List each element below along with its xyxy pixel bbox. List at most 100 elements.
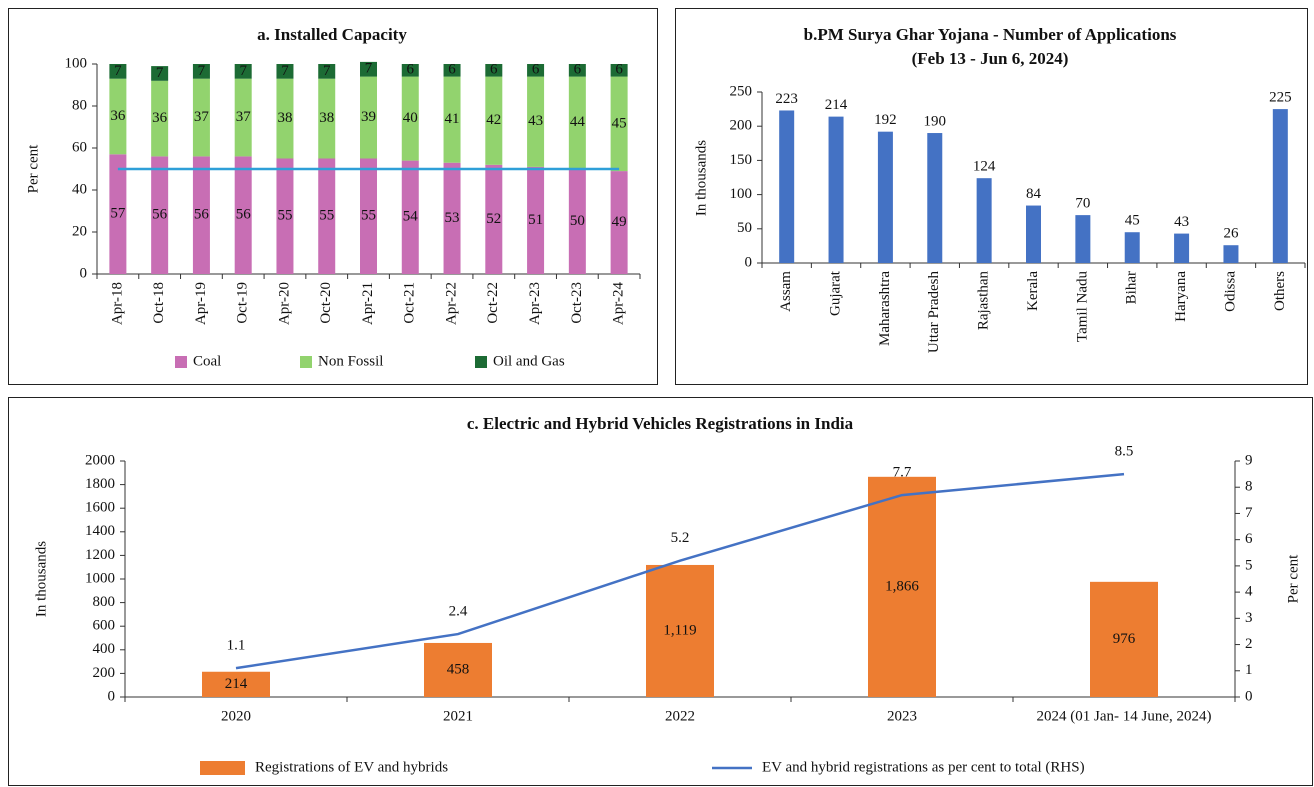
y-tick-label: 1000 (85, 570, 115, 586)
bar-segment (485, 164, 503, 274)
legend-swatch (200, 761, 245, 775)
bar (877, 131, 893, 263)
y-tick-label: 60 (72, 139, 87, 155)
bar-segment (234, 156, 252, 274)
y-tick-label: 200 (730, 118, 753, 134)
data-label: 7 (114, 63, 122, 79)
x-tick-label: Apr-18 (109, 282, 125, 325)
bar (1090, 581, 1158, 697)
data-label: 37 (236, 109, 252, 125)
x-tick-label: Others (1272, 271, 1288, 311)
bar (976, 178, 992, 263)
y-tick-label: 0 (745, 254, 753, 270)
data-label: 7 (365, 61, 373, 77)
data-label: 43 (1174, 214, 1189, 230)
y-tick-label: 7 (1245, 505, 1253, 521)
data-label: 124 (973, 159, 996, 175)
bar (868, 476, 936, 697)
data-label: 7 (156, 65, 164, 81)
data-label: 55 (361, 208, 376, 224)
bar-segment (527, 166, 545, 274)
bar-segment (276, 78, 294, 159)
bar (1075, 215, 1091, 263)
bar (779, 110, 795, 263)
x-tick-label: Oct-20 (318, 282, 334, 324)
legend-swatch (175, 356, 187, 368)
legend-swatch (475, 356, 487, 368)
data-label: 51 (528, 212, 543, 228)
bar-segment (443, 64, 461, 77)
x-tick-label: Apr-22 (443, 282, 459, 325)
y-tick-label: 80 (72, 97, 87, 113)
y-tick-label: 20 (72, 223, 87, 239)
x-tick-label: Assam (778, 271, 794, 312)
bar-segment (401, 76, 419, 161)
y-tick-label: 0 (1245, 688, 1253, 704)
y-tick-label: 250 (730, 83, 753, 99)
legend-label: Coal (193, 353, 221, 369)
legend-swatch (300, 356, 312, 368)
y-axis-label: Per cent (25, 144, 41, 194)
bar-segment (443, 76, 461, 163)
data-label: 50 (570, 213, 585, 229)
data-label: 43 (528, 113, 543, 129)
y-tick-label: 4 (1245, 584, 1253, 600)
bar-segment (151, 80, 169, 157)
data-label: 7 (323, 63, 331, 79)
x-tick-label: Apr-19 (193, 282, 209, 325)
legend-label: EV and hybrid registrations as per cent … (762, 759, 1085, 775)
bar-segment (360, 61, 377, 77)
data-label: 223 (775, 91, 798, 107)
data-label: 976 (1113, 631, 1136, 647)
data-label: 225 (1269, 90, 1292, 106)
x-tick-label: Kerala (1025, 271, 1041, 311)
data-label: 42 (486, 112, 501, 128)
chart-subtitle: (Feb 13 - Jun 6, 2024) (912, 49, 1069, 68)
x-tick-label: Apr-23 (527, 282, 543, 325)
x-tick-label: Apr-21 (360, 282, 376, 325)
data-label: 44 (570, 114, 586, 130)
bar-segment (234, 64, 252, 79)
y-tick-label: 50 (737, 220, 752, 236)
y-tick-label: 1200 (85, 547, 115, 563)
bar-segment (568, 169, 586, 274)
legend-label: Non Fossil (318, 353, 383, 369)
bar-segment (568, 76, 586, 169)
bar-segment (192, 64, 210, 79)
y-tick-label: 200 (93, 665, 116, 681)
bar-segment (360, 76, 377, 159)
x-tick-label: Oct-19 (235, 282, 251, 324)
data-label: 6 (448, 62, 456, 78)
y-axis-label: In thousands (693, 140, 709, 216)
x-tick-label: Gujarat (827, 270, 843, 316)
data-label: 214 (825, 97, 848, 113)
data-label: 55 (319, 208, 334, 224)
data-label: 26 (1223, 226, 1239, 242)
bar-segment (610, 171, 628, 274)
data-label: 6 (490, 62, 498, 78)
y2-axis-label: Per cent (1285, 554, 1301, 604)
y-tick-label: 6 (1245, 531, 1253, 547)
bar-segment (401, 160, 419, 274)
data-label: 1,119 (663, 622, 696, 638)
x-tick-label: 2023 (887, 708, 917, 724)
y-tick-label: 5 (1245, 557, 1253, 573)
bar-segment (318, 158, 336, 274)
y-tick-label: 1400 (85, 523, 115, 539)
bar (1026, 205, 1041, 263)
data-label: 1.1 (227, 638, 246, 654)
data-label: 45 (612, 115, 627, 131)
data-label: 1,866 (885, 578, 919, 594)
data-label: 37 (194, 109, 210, 125)
data-label: 6 (532, 62, 540, 78)
x-tick-label: Bihar (1124, 271, 1140, 304)
data-label: 56 (152, 207, 168, 223)
bar-segment (443, 162, 461, 274)
data-label: 36 (152, 110, 168, 126)
bar-segment (527, 64, 545, 77)
bar-segment (109, 64, 127, 79)
panel-c-border (8, 397, 1313, 786)
chart-title: b.PM Surya Ghar Yojana - Number of Appli… (804, 25, 1177, 44)
chart-title: c. Electric and Hybrid Vehicles Registra… (467, 414, 854, 433)
